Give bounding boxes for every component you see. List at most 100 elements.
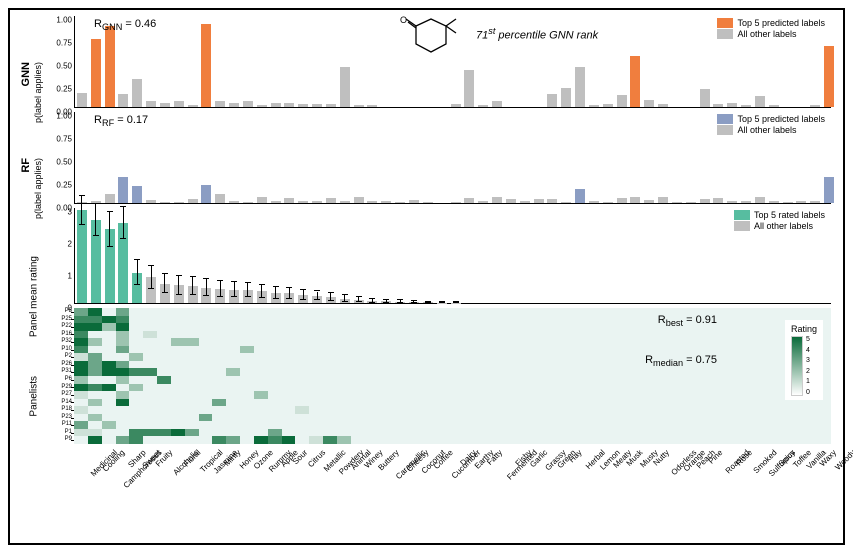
error-cap xyxy=(300,289,306,290)
bar xyxy=(727,201,737,203)
bar xyxy=(589,105,599,107)
heat-cell xyxy=(268,429,282,437)
bar xyxy=(796,201,806,203)
heat-cell xyxy=(74,384,88,392)
error-cap xyxy=(231,281,237,282)
bar xyxy=(409,200,419,203)
bar xyxy=(451,104,461,107)
error-cap xyxy=(342,294,348,295)
heat-row-label: P23 xyxy=(61,414,72,422)
error-cap xyxy=(245,282,251,283)
heat-row-label: P9 xyxy=(65,436,72,444)
heat-row-label: P31 xyxy=(61,368,72,376)
bar xyxy=(105,194,115,203)
bar xyxy=(271,201,281,203)
bar xyxy=(672,202,682,203)
error-bar xyxy=(178,276,179,295)
legend-swatch xyxy=(734,210,750,220)
bar xyxy=(478,201,488,203)
bar xyxy=(271,103,281,107)
error-cap xyxy=(383,299,389,300)
error-cap xyxy=(176,275,182,276)
heat-cell xyxy=(74,406,88,414)
error-bar xyxy=(123,207,124,239)
legend-gnn: Top 5 predicted labelsAll other labels xyxy=(717,18,825,40)
bar xyxy=(423,202,433,203)
error-cap xyxy=(134,259,140,260)
heat-cell xyxy=(323,436,337,444)
bar xyxy=(312,104,322,107)
error-cap xyxy=(397,299,403,300)
heat-cell xyxy=(74,361,88,369)
percentile-text: 71st percentile GNN rank xyxy=(476,26,598,42)
heat-cell xyxy=(185,429,199,437)
error-cap xyxy=(273,286,279,287)
bar xyxy=(492,197,502,203)
heat-cell xyxy=(74,368,88,376)
error-bar xyxy=(81,196,82,225)
heat-row-label: P11 xyxy=(62,421,72,429)
error-cap xyxy=(356,301,362,302)
heat-cell xyxy=(268,436,282,444)
ytick-label: 0.75 xyxy=(56,135,72,144)
error-cap xyxy=(259,297,265,298)
error-cap xyxy=(314,299,320,300)
error-cap xyxy=(314,290,320,291)
heat-cell xyxy=(102,421,116,429)
heat-cell xyxy=(88,308,102,316)
error-bar xyxy=(95,204,96,236)
heat-cell xyxy=(74,308,88,316)
bar xyxy=(340,67,350,107)
error-cap xyxy=(107,211,113,212)
heat-cell xyxy=(116,331,130,339)
bar xyxy=(630,197,640,203)
bar xyxy=(658,104,668,107)
heat-cell xyxy=(226,436,240,444)
svg-text:O: O xyxy=(400,16,407,25)
heatmap-gradient xyxy=(791,336,803,396)
legend-item: Top 5 predicted labels xyxy=(717,114,825,124)
bar xyxy=(824,46,834,107)
error-cap xyxy=(453,302,459,303)
yticks-rf: 0.000.250.500.751.00 xyxy=(54,112,72,204)
heat-cell xyxy=(185,338,199,346)
bar xyxy=(160,202,170,203)
bar xyxy=(395,202,405,203)
heat-cell xyxy=(240,346,254,354)
heat-cell xyxy=(116,376,130,384)
error-bar xyxy=(234,282,235,297)
heatmap-legend-tick: 0 xyxy=(806,389,810,396)
heatmap-legend-ticks: 012345 xyxy=(806,336,810,396)
error-cap xyxy=(79,224,85,225)
heat-cell xyxy=(74,429,88,437)
error-cap xyxy=(148,265,154,266)
bar xyxy=(243,202,253,203)
bar xyxy=(810,201,820,203)
error-cap xyxy=(411,300,417,301)
bar xyxy=(561,88,571,107)
bar xyxy=(257,105,267,107)
ytick-label: 1 xyxy=(68,272,72,281)
bar xyxy=(617,95,627,107)
heat-cell xyxy=(212,399,226,407)
bar xyxy=(492,101,502,107)
heatmap-legend-tick: 1 xyxy=(806,378,810,385)
legend-mean: Top 5 rated labelsAll other labels xyxy=(734,210,825,232)
bar xyxy=(561,202,571,203)
bar xyxy=(188,199,198,203)
error-bar xyxy=(220,281,221,297)
heat-row-label: P2 xyxy=(65,353,72,361)
error-cap xyxy=(203,295,209,296)
bar xyxy=(741,105,751,107)
bar xyxy=(464,70,474,107)
bar xyxy=(700,89,710,107)
heat-cell xyxy=(254,436,268,444)
legend-label: Top 5 rated labels xyxy=(754,210,825,220)
error-bar xyxy=(206,279,207,296)
bar xyxy=(201,24,211,107)
legend-swatch xyxy=(717,125,733,135)
bar xyxy=(229,103,239,107)
bar xyxy=(520,201,530,203)
bar xyxy=(118,177,128,203)
heat-cell xyxy=(74,353,88,361)
